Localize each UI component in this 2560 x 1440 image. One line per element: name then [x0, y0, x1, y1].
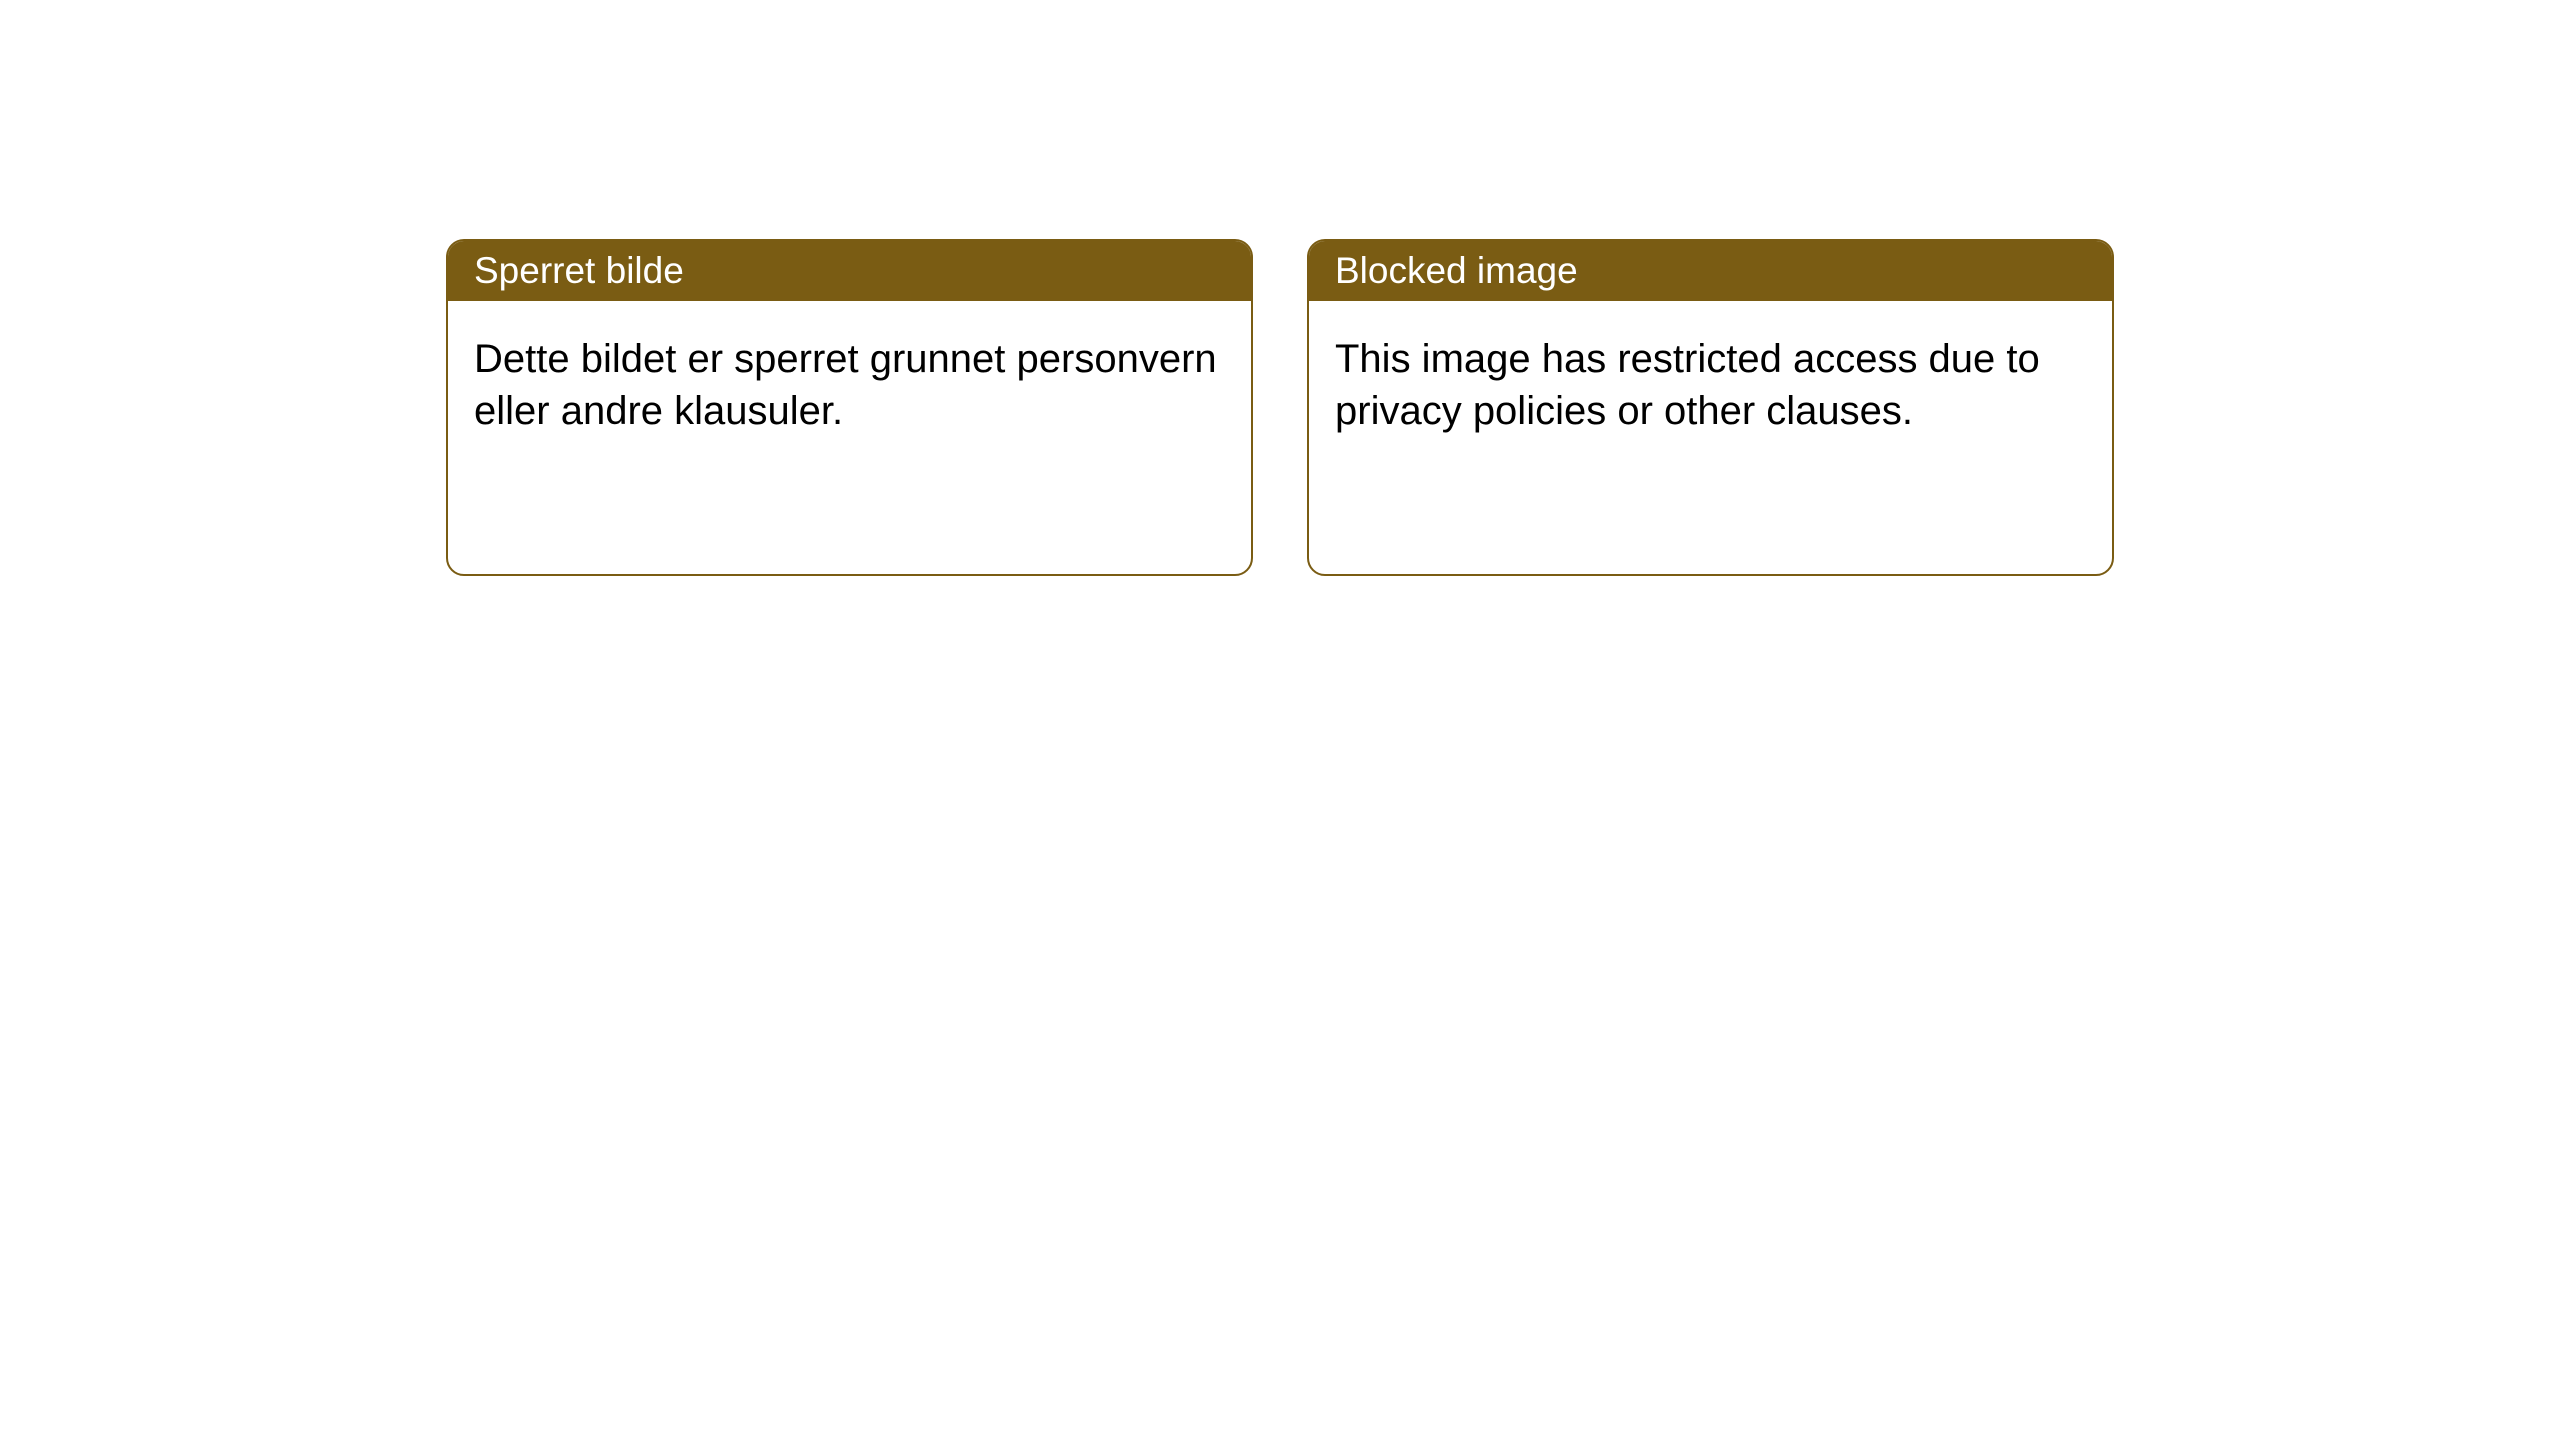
notice-message-norwegian: Dette bildet er sperret grunnet personve…	[448, 301, 1251, 469]
notice-message-english: This image has restricted access due to …	[1309, 301, 2112, 469]
notice-box-norwegian: Sperret bilde Dette bildet er sperret gr…	[446, 239, 1253, 576]
notice-container: Sperret bilde Dette bildet er sperret gr…	[446, 239, 2114, 576]
notice-title-norwegian: Sperret bilde	[448, 241, 1251, 301]
notice-title-english: Blocked image	[1309, 241, 2112, 301]
notice-box-english: Blocked image This image has restricted …	[1307, 239, 2114, 576]
